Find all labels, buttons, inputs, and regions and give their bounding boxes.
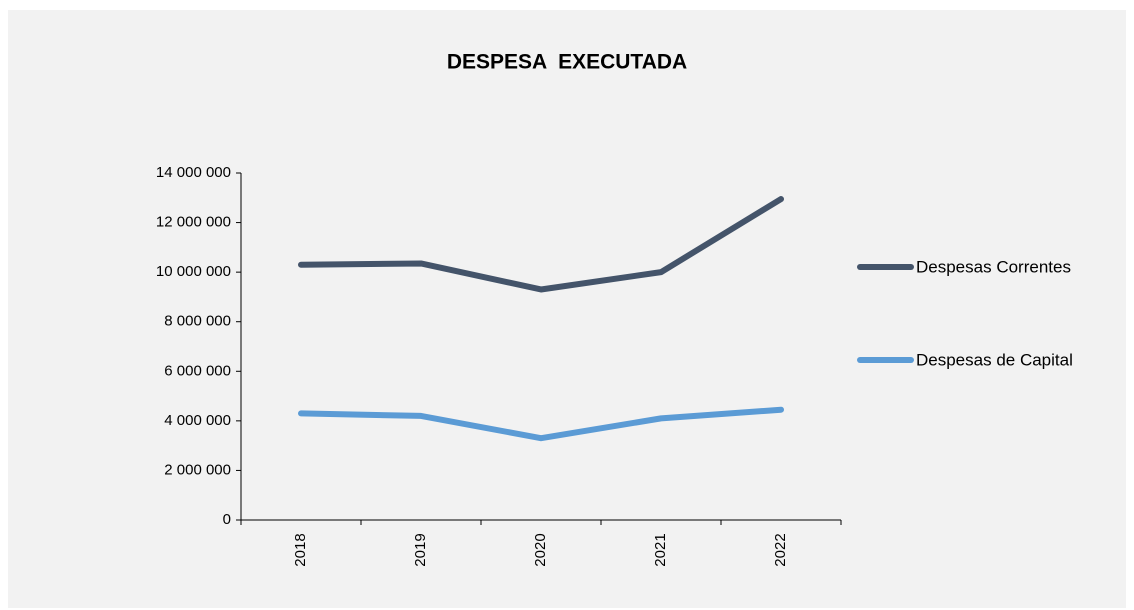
y-tick-label: 6 000 000 [164, 362, 231, 379]
y-tick-label: 8 000 000 [164, 313, 231, 330]
y-tick-label: 10 000 000 [156, 263, 231, 280]
x-tick-label: 2021 [652, 533, 669, 566]
x-tick-label: 2022 [772, 533, 789, 566]
y-tick-label: 12 000 000 [156, 214, 231, 231]
chart-background [8, 10, 1126, 608]
y-tick-label: 2 000 000 [164, 461, 231, 478]
y-tick-label: 0 [223, 511, 231, 528]
series-line [298, 196, 784, 293]
y-tick-label: 14 000 000 [156, 164, 231, 181]
chart-title: DESPESA EXECUTADA [447, 51, 687, 74]
x-tick-label: 2018 [292, 533, 309, 566]
y-tick-label: 4 000 000 [164, 412, 231, 429]
legend-label: Despesas de Capital [916, 350, 1073, 369]
series-line [298, 406, 784, 442]
x-tick-label: 2019 [412, 533, 429, 566]
x-tick-label: 2020 [532, 533, 549, 566]
legend-label: Despesas Correntes [916, 257, 1071, 276]
